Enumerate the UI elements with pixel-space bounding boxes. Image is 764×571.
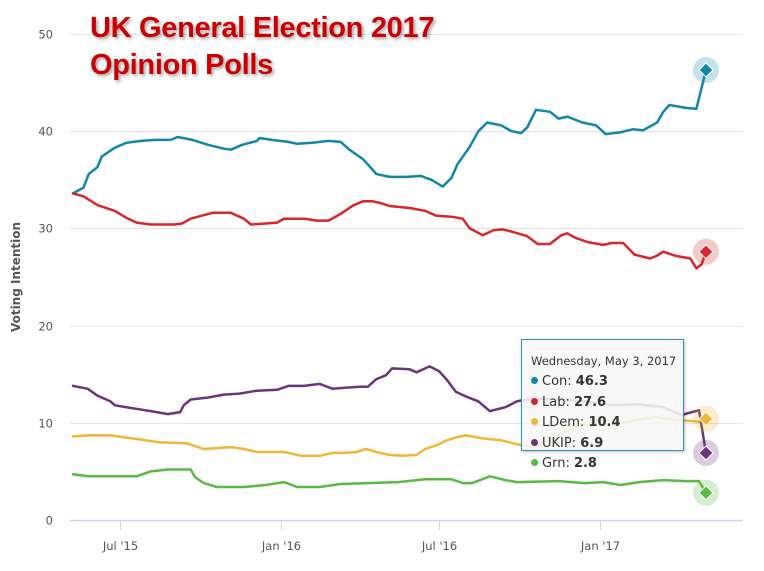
marker-ukip [698,445,714,461]
y-tick-label: 50 [38,28,53,42]
tooltip-series-name: Con [542,374,568,389]
y-tick-label: 0 [46,514,53,528]
x-tick-label: Jan '16 [261,539,301,553]
marker-con [698,62,714,78]
tooltip-separator: : [579,415,589,430]
tooltip-series-value: 10.4 [588,415,621,430]
tooltip-separator: : [571,435,581,451]
series-line-lab [71,192,708,270]
tooltip-date: Wednesday, May 3, 2017 [531,354,677,368]
marker-lab [698,244,714,260]
tooltip-series-value: 27.6 [573,394,607,410]
tooltip-separator: : [565,394,574,410]
chart-title: UK General Election 2017 Opinion Polls [90,10,434,84]
tooltip-series-value: 2.8 [573,456,597,471]
y-axis-ticks: 0 10 20 30 40 50 [38,28,53,528]
series-dot-icon [531,418,538,425]
hover-markers [693,56,719,506]
series-dot-icon [531,438,538,446]
y-tick-label: 10 [38,417,53,431]
y-axis-title: Voting Intention [9,222,23,332]
tooltip-series-name: Grn [542,456,566,471]
tooltip-separator: : [565,456,574,471]
series-dot-icon [531,397,538,405]
tooltip-row-ldem: LDem: 10.4 [531,413,683,434]
grid [70,34,743,522]
tooltip-row-lab: Lab: 27.6 [531,393,683,414]
tooltip-rows: Con: 46.3 Lab: 27.6 LDem: 10.4 UKIP: 6.9 Grn… [531,372,683,475]
x-tick-label: Jul '15 [102,539,138,553]
tooltip: Wednesday, May 3, 2017 Con: 46.3 Lab: 27.… [521,339,684,471]
tooltip-series-name: Lab [542,394,566,410]
chart-title-line-2: Opinion Polls [90,49,273,81]
tooltip-series-value: 6.9 [580,435,604,451]
x-tick-label: Jan '17 [580,539,620,553]
tooltip-series-name: LDem [542,415,580,430]
tooltip-row-con: Con: 46.3 [531,372,683,393]
series-line-grn [71,468,708,495]
series-dot-icon [531,377,538,384]
y-tick-label: 20 [38,320,53,334]
tooltip-row-ukip: UKIP: 6.9 [531,434,683,455]
series-dot-icon [531,459,538,466]
series-line-con [71,68,708,195]
tooltip-series-name: UKIP [542,435,572,451]
tooltip-row-grn: Grn: 2.8 [531,454,683,475]
marker-grn [698,485,714,501]
x-axis: Jul '15 Jan '16 Jul '16 Jan '17 [102,520,620,553]
chart-title-line-1: UK General Election 2017 [90,12,435,44]
y-tick-label: 30 [38,222,53,236]
tooltip-separator: : [567,374,576,389]
tooltip-series-value: 46.3 [575,374,608,389]
y-tick-label: 40 [38,125,53,139]
x-tick-label: Jul '16 [421,539,457,553]
marker-ldem [698,411,714,427]
